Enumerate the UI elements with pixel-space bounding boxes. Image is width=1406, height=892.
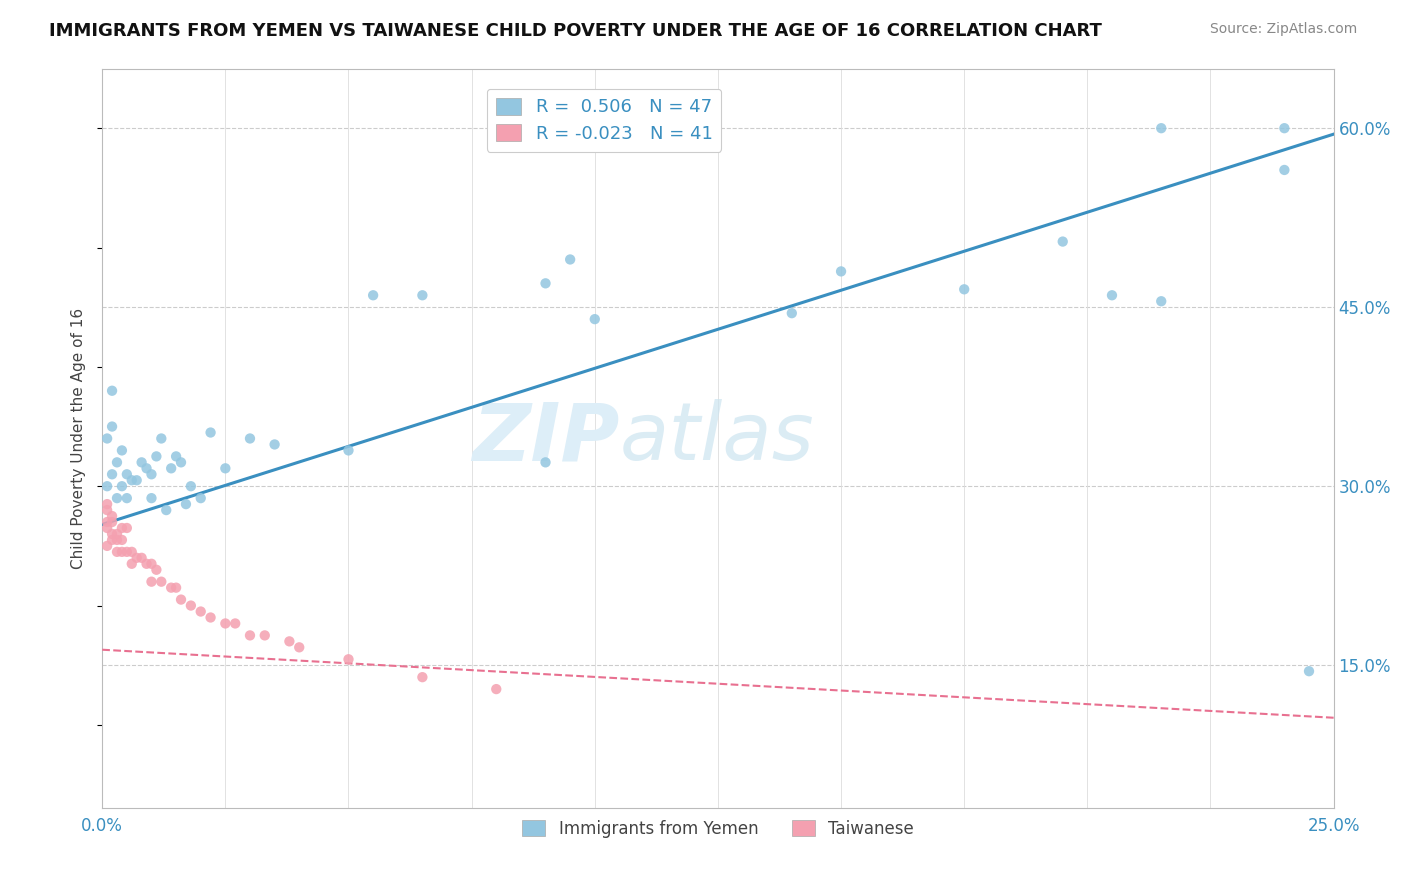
- Point: [96, 432, 118, 446]
- Point: [200, 425, 222, 440]
- Y-axis label: Child Poverty Under the Age of 16: Child Poverty Under the Age of 16: [72, 308, 86, 569]
- Point: [145, 563, 167, 577]
- Point: [111, 479, 134, 493]
- Point: [111, 443, 134, 458]
- Point: [115, 491, 138, 505]
- Point: [180, 479, 202, 493]
- Point: [131, 455, 153, 469]
- Point: [165, 581, 187, 595]
- Point: [190, 491, 212, 505]
- Point: [141, 557, 163, 571]
- Point: [180, 599, 202, 613]
- Point: [214, 461, 236, 475]
- Legend: Immigrants from Yemen, Taiwanese: Immigrants from Yemen, Taiwanese: [515, 814, 921, 845]
- Point: [96, 515, 118, 529]
- Point: [135, 461, 157, 475]
- Point: [780, 306, 803, 320]
- Point: [953, 282, 976, 296]
- Point: [1298, 664, 1320, 678]
- Point: [96, 539, 118, 553]
- Point: [96, 521, 118, 535]
- Point: [155, 503, 177, 517]
- Point: [111, 533, 134, 547]
- Point: [141, 491, 163, 505]
- Point: [224, 616, 246, 631]
- Point: [1150, 121, 1173, 136]
- Point: [150, 574, 173, 589]
- Point: [96, 497, 118, 511]
- Point: [534, 277, 557, 291]
- Point: [560, 252, 582, 267]
- Point: [337, 443, 360, 458]
- Text: ZIP: ZIP: [472, 400, 620, 477]
- Point: [1101, 288, 1123, 302]
- Text: Source: ZipAtlas.com: Source: ZipAtlas.com: [1209, 22, 1357, 37]
- Point: [485, 682, 508, 697]
- Point: [115, 545, 138, 559]
- Point: [361, 288, 384, 302]
- Point: [141, 574, 163, 589]
- Point: [190, 605, 212, 619]
- Point: [411, 288, 433, 302]
- Point: [101, 419, 124, 434]
- Point: [111, 545, 134, 559]
- Point: [170, 455, 193, 469]
- Point: [111, 521, 134, 535]
- Point: [150, 432, 173, 446]
- Point: [288, 640, 311, 655]
- Point: [105, 455, 128, 469]
- Point: [534, 455, 557, 469]
- Point: [135, 557, 157, 571]
- Point: [830, 264, 852, 278]
- Point: [101, 527, 124, 541]
- Point: [101, 384, 124, 398]
- Point: [101, 467, 124, 482]
- Point: [125, 473, 148, 487]
- Point: [105, 533, 128, 547]
- Point: [263, 437, 285, 451]
- Point: [101, 509, 124, 524]
- Point: [121, 557, 143, 571]
- Point: [115, 521, 138, 535]
- Point: [1274, 163, 1296, 178]
- Point: [174, 497, 197, 511]
- Point: [165, 450, 187, 464]
- Point: [214, 616, 236, 631]
- Point: [1274, 121, 1296, 136]
- Point: [337, 652, 360, 666]
- Text: atlas: atlas: [620, 400, 814, 477]
- Point: [125, 550, 148, 565]
- Point: [1150, 294, 1173, 309]
- Point: [145, 450, 167, 464]
- Point: [160, 581, 183, 595]
- Text: IMMIGRANTS FROM YEMEN VS TAIWANESE CHILD POVERTY UNDER THE AGE OF 16 CORRELATION: IMMIGRANTS FROM YEMEN VS TAIWANESE CHILD…: [49, 22, 1102, 40]
- Point: [101, 515, 124, 529]
- Point: [105, 527, 128, 541]
- Point: [105, 491, 128, 505]
- Point: [200, 610, 222, 624]
- Point: [239, 628, 262, 642]
- Point: [96, 479, 118, 493]
- Point: [583, 312, 606, 326]
- Point: [101, 533, 124, 547]
- Point: [121, 545, 143, 559]
- Point: [411, 670, 433, 684]
- Point: [115, 467, 138, 482]
- Point: [1052, 235, 1074, 249]
- Point: [131, 550, 153, 565]
- Point: [278, 634, 301, 648]
- Point: [239, 432, 262, 446]
- Point: [121, 473, 143, 487]
- Point: [170, 592, 193, 607]
- Point: [253, 628, 276, 642]
- Point: [160, 461, 183, 475]
- Point: [96, 503, 118, 517]
- Point: [105, 545, 128, 559]
- Point: [141, 467, 163, 482]
